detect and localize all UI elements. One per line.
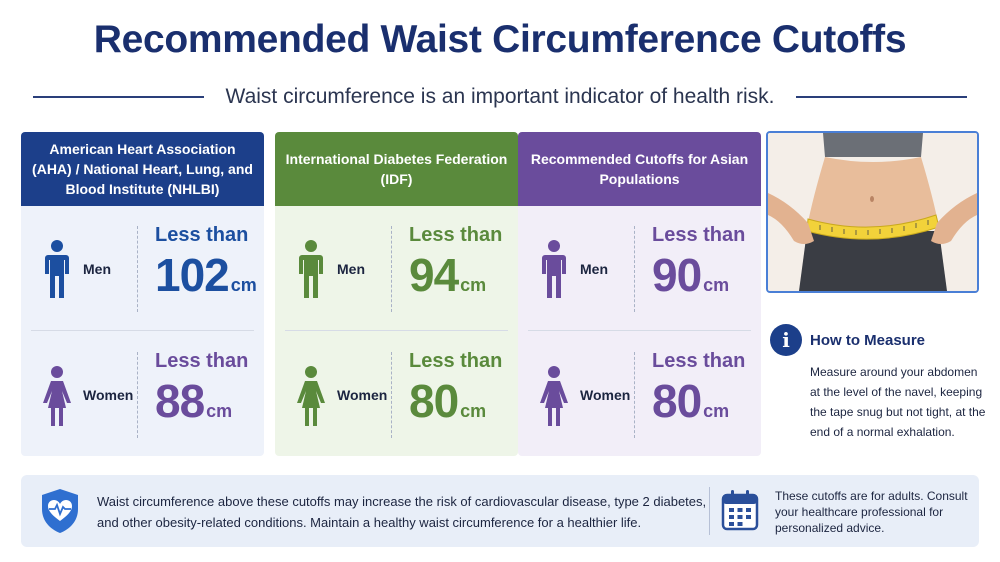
row-divider <box>137 226 138 312</box>
women-row: Women Less than 88 cm <box>21 332 264 452</box>
less-than-label: Less than <box>155 224 249 246</box>
less-than-label: Less than <box>155 350 249 372</box>
banner-divider <box>709 487 710 535</box>
man-icon <box>542 240 566 298</box>
subtitle: Waist circumference is an important indi… <box>225 85 775 108</box>
measuring-tape-waist-image <box>768 133 977 291</box>
card-asian-populations: Recommended Cutoffs for Asian Population… <box>518 132 761 456</box>
how-to-text: Measure around your abdomen at the level… <box>810 365 986 439</box>
woman-icon <box>297 366 325 426</box>
women-label: Women <box>580 387 631 403</box>
waist-measurement-illustration <box>766 131 979 293</box>
men-row: Men Less than 94 cm <box>275 206 518 326</box>
men-row: Men Less than 90 cm <box>518 206 761 326</box>
divider-right <box>796 96 967 98</box>
woman-icon <box>540 366 568 426</box>
cutoff-number: 80 <box>652 375 702 427</box>
men-label: Men <box>337 261 365 277</box>
calendar-icon <box>721 490 759 531</box>
less-than-label: Less than <box>409 224 503 246</box>
how-to-heading: How to Measure <box>810 332 926 349</box>
row-divider <box>634 226 635 312</box>
women-row: Women Less than 80 cm <box>518 332 761 452</box>
row-separator <box>31 330 254 331</box>
row-divider <box>137 352 138 438</box>
cutoff-unit: cm <box>460 275 487 295</box>
cutoff-number: 88 <box>155 375 205 427</box>
woman-icon <box>43 366 71 426</box>
card-header: Recommended Cutoffs for Asian Population… <box>518 132 761 206</box>
row-separator <box>285 330 508 331</box>
man-icon <box>45 240 69 298</box>
cutoff-unit: cm <box>206 401 233 421</box>
row-separator <box>528 330 751 331</box>
less-than-label: Less than <box>652 350 746 372</box>
man-icon <box>299 240 323 298</box>
cutoff-unit: cm <box>703 401 730 421</box>
men-row: Men Less than 102 cm <box>21 206 264 326</box>
cutoff-value: 88 cm <box>155 372 232 440</box>
cutoff-number: 102 <box>155 249 230 301</box>
card-body: Men Less than 94 cm Women Less than 80 cm <box>275 206 518 456</box>
less-than-label: Less than <box>652 224 746 246</box>
women-row: Women Less than 80 cm <box>275 332 518 452</box>
card-body: Men Less than 102 cm Women Less than 88 cm <box>21 206 264 456</box>
cutoff-unit: cm <box>230 275 257 295</box>
men-label: Men <box>83 261 111 277</box>
card-body: Men Less than 90 cm Women Less than 80 cm <box>518 206 761 456</box>
cutoff-value: 90 cm <box>652 246 729 314</box>
cutoff-value: 80 cm <box>652 372 729 440</box>
cutoff-value: 80 cm <box>409 372 486 440</box>
men-label: Men <box>580 261 608 277</box>
cutoff-unit: cm <box>460 401 487 421</box>
health-risk-banner: Waist circumference above these cutoffs … <box>21 475 979 547</box>
cutoff-number: 94 <box>409 249 459 301</box>
cutoff-number: 90 <box>652 249 702 301</box>
card-aha-nhlbi: American Heart Association (AHA) / Natio… <box>21 132 264 456</box>
less-than-label: Less than <box>409 350 503 372</box>
card-header: American Heart Association (AHA) / Natio… <box>21 132 264 206</box>
cutoff-value: 102 cm <box>155 246 257 314</box>
adults-note: These cutoffs are for adults. Consult yo… <box>775 489 968 535</box>
divider-left <box>33 96 204 98</box>
row-divider <box>391 226 392 312</box>
heart-shield-icon <box>42 489 78 533</box>
page-title: Recommended Waist Circumference Cutoffs <box>93 18 907 61</box>
card-idf: International Diabetes Federation (IDF) … <box>275 132 518 456</box>
cutoff-unit: cm <box>703 275 730 295</box>
row-divider <box>634 352 635 438</box>
risk-message: Waist circumference above these cutoffs … <box>97 494 707 530</box>
cutoff-number: 80 <box>409 375 459 427</box>
women-label: Women <box>337 387 388 403</box>
card-header: International Diabetes Federation (IDF) <box>275 132 518 206</box>
subtitle-row: Waist circumference is an important indi… <box>33 84 967 110</box>
info-icon: i <box>770 324 802 356</box>
cutoff-value: 94 cm <box>409 246 486 314</box>
women-label: Women <box>83 387 134 403</box>
row-divider <box>391 352 392 438</box>
